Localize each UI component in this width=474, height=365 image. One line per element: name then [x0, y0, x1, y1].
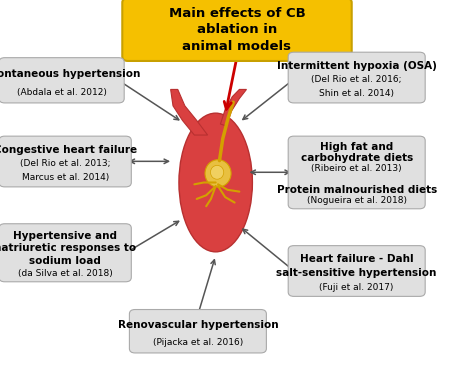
Text: High fat and: High fat and: [320, 142, 393, 153]
Text: Hypertensive and: Hypertensive and: [13, 231, 117, 241]
Text: (Del Rio et al. 2016;: (Del Rio et al. 2016;: [311, 75, 402, 84]
Text: Renovascular hypertension: Renovascular hypertension: [118, 320, 278, 330]
FancyBboxPatch shape: [288, 136, 425, 209]
Text: Main effects of CB
ablation in
animal models: Main effects of CB ablation in animal mo…: [169, 7, 305, 53]
Text: carbohydrate diets: carbohydrate diets: [301, 153, 413, 163]
Text: (Ribeiro et al. 2013): (Ribeiro et al. 2013): [311, 164, 402, 173]
Polygon shape: [220, 89, 246, 126]
FancyBboxPatch shape: [288, 52, 425, 103]
FancyBboxPatch shape: [122, 0, 352, 61]
Text: Marcus et al. 2014): Marcus et al. 2014): [21, 173, 109, 182]
Text: (Nogueira et al. 2018): (Nogueira et al. 2018): [307, 196, 407, 205]
FancyBboxPatch shape: [0, 58, 124, 103]
Text: (Pijacka et al. 2016): (Pijacka et al. 2016): [153, 338, 243, 347]
FancyBboxPatch shape: [129, 310, 266, 353]
Text: Heart failure - Dahl: Heart failure - Dahl: [300, 254, 413, 264]
Text: Spontaneous hypertension: Spontaneous hypertension: [0, 69, 141, 79]
Ellipse shape: [179, 113, 252, 252]
Text: (da Silva et al. 2018): (da Silva et al. 2018): [18, 269, 112, 278]
Ellipse shape: [210, 165, 224, 179]
Text: (Abdala et al. 2012): (Abdala et al. 2012): [17, 88, 107, 97]
Text: Congestive heart failure: Congestive heart failure: [0, 145, 137, 155]
Text: salt-sensitive hypertension: salt-sensitive hypertension: [276, 268, 437, 278]
Text: Protein malnourished diets: Protein malnourished diets: [276, 185, 437, 195]
FancyBboxPatch shape: [0, 136, 131, 187]
FancyBboxPatch shape: [288, 246, 425, 296]
Text: Intermittent hypoxia (OSA): Intermittent hypoxia (OSA): [277, 61, 437, 71]
FancyBboxPatch shape: [0, 224, 131, 282]
Text: (Fuji et al. 2017): (Fuji et al. 2017): [319, 283, 394, 292]
Text: Shin et al. 2014): Shin et al. 2014): [319, 89, 394, 98]
Text: (Del Rio et al. 2013;: (Del Rio et al. 2013;: [20, 159, 110, 168]
Ellipse shape: [205, 160, 231, 187]
Text: natriuretic responses to: natriuretic responses to: [0, 243, 136, 253]
Text: sodium load: sodium load: [29, 256, 101, 266]
Polygon shape: [171, 89, 208, 135]
